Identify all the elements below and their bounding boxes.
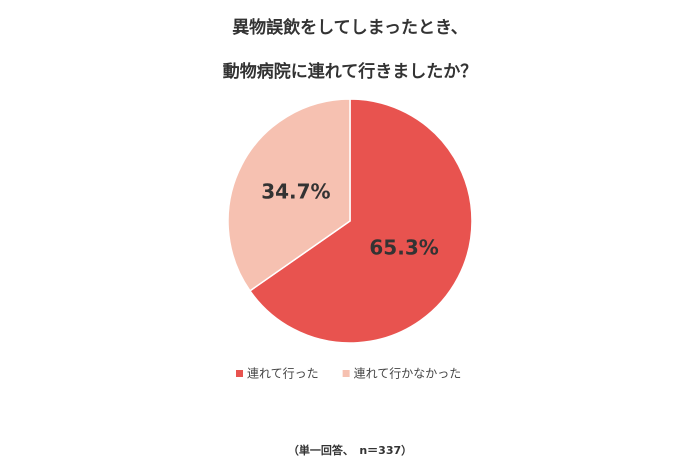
pie-slice bbox=[248, 98, 473, 344]
value-label: 34.7% bbox=[261, 179, 330, 203]
chart-title: 動物病院に連れて行きましたか？ bbox=[223, 61, 478, 82]
value-label: 65.3% bbox=[369, 236, 438, 260]
legend-marker bbox=[236, 370, 243, 377]
pie-slice bbox=[227, 98, 351, 292]
legend-marker bbox=[342, 370, 350, 377]
chart-title: 異物誤飲をしてしまったとき、 bbox=[232, 17, 468, 38]
legend-label: 連れて行った bbox=[247, 367, 319, 381]
note: （単一回答、 n＝337） bbox=[288, 443, 412, 457]
legend-label: 連れて行かなかった bbox=[354, 367, 462, 381]
